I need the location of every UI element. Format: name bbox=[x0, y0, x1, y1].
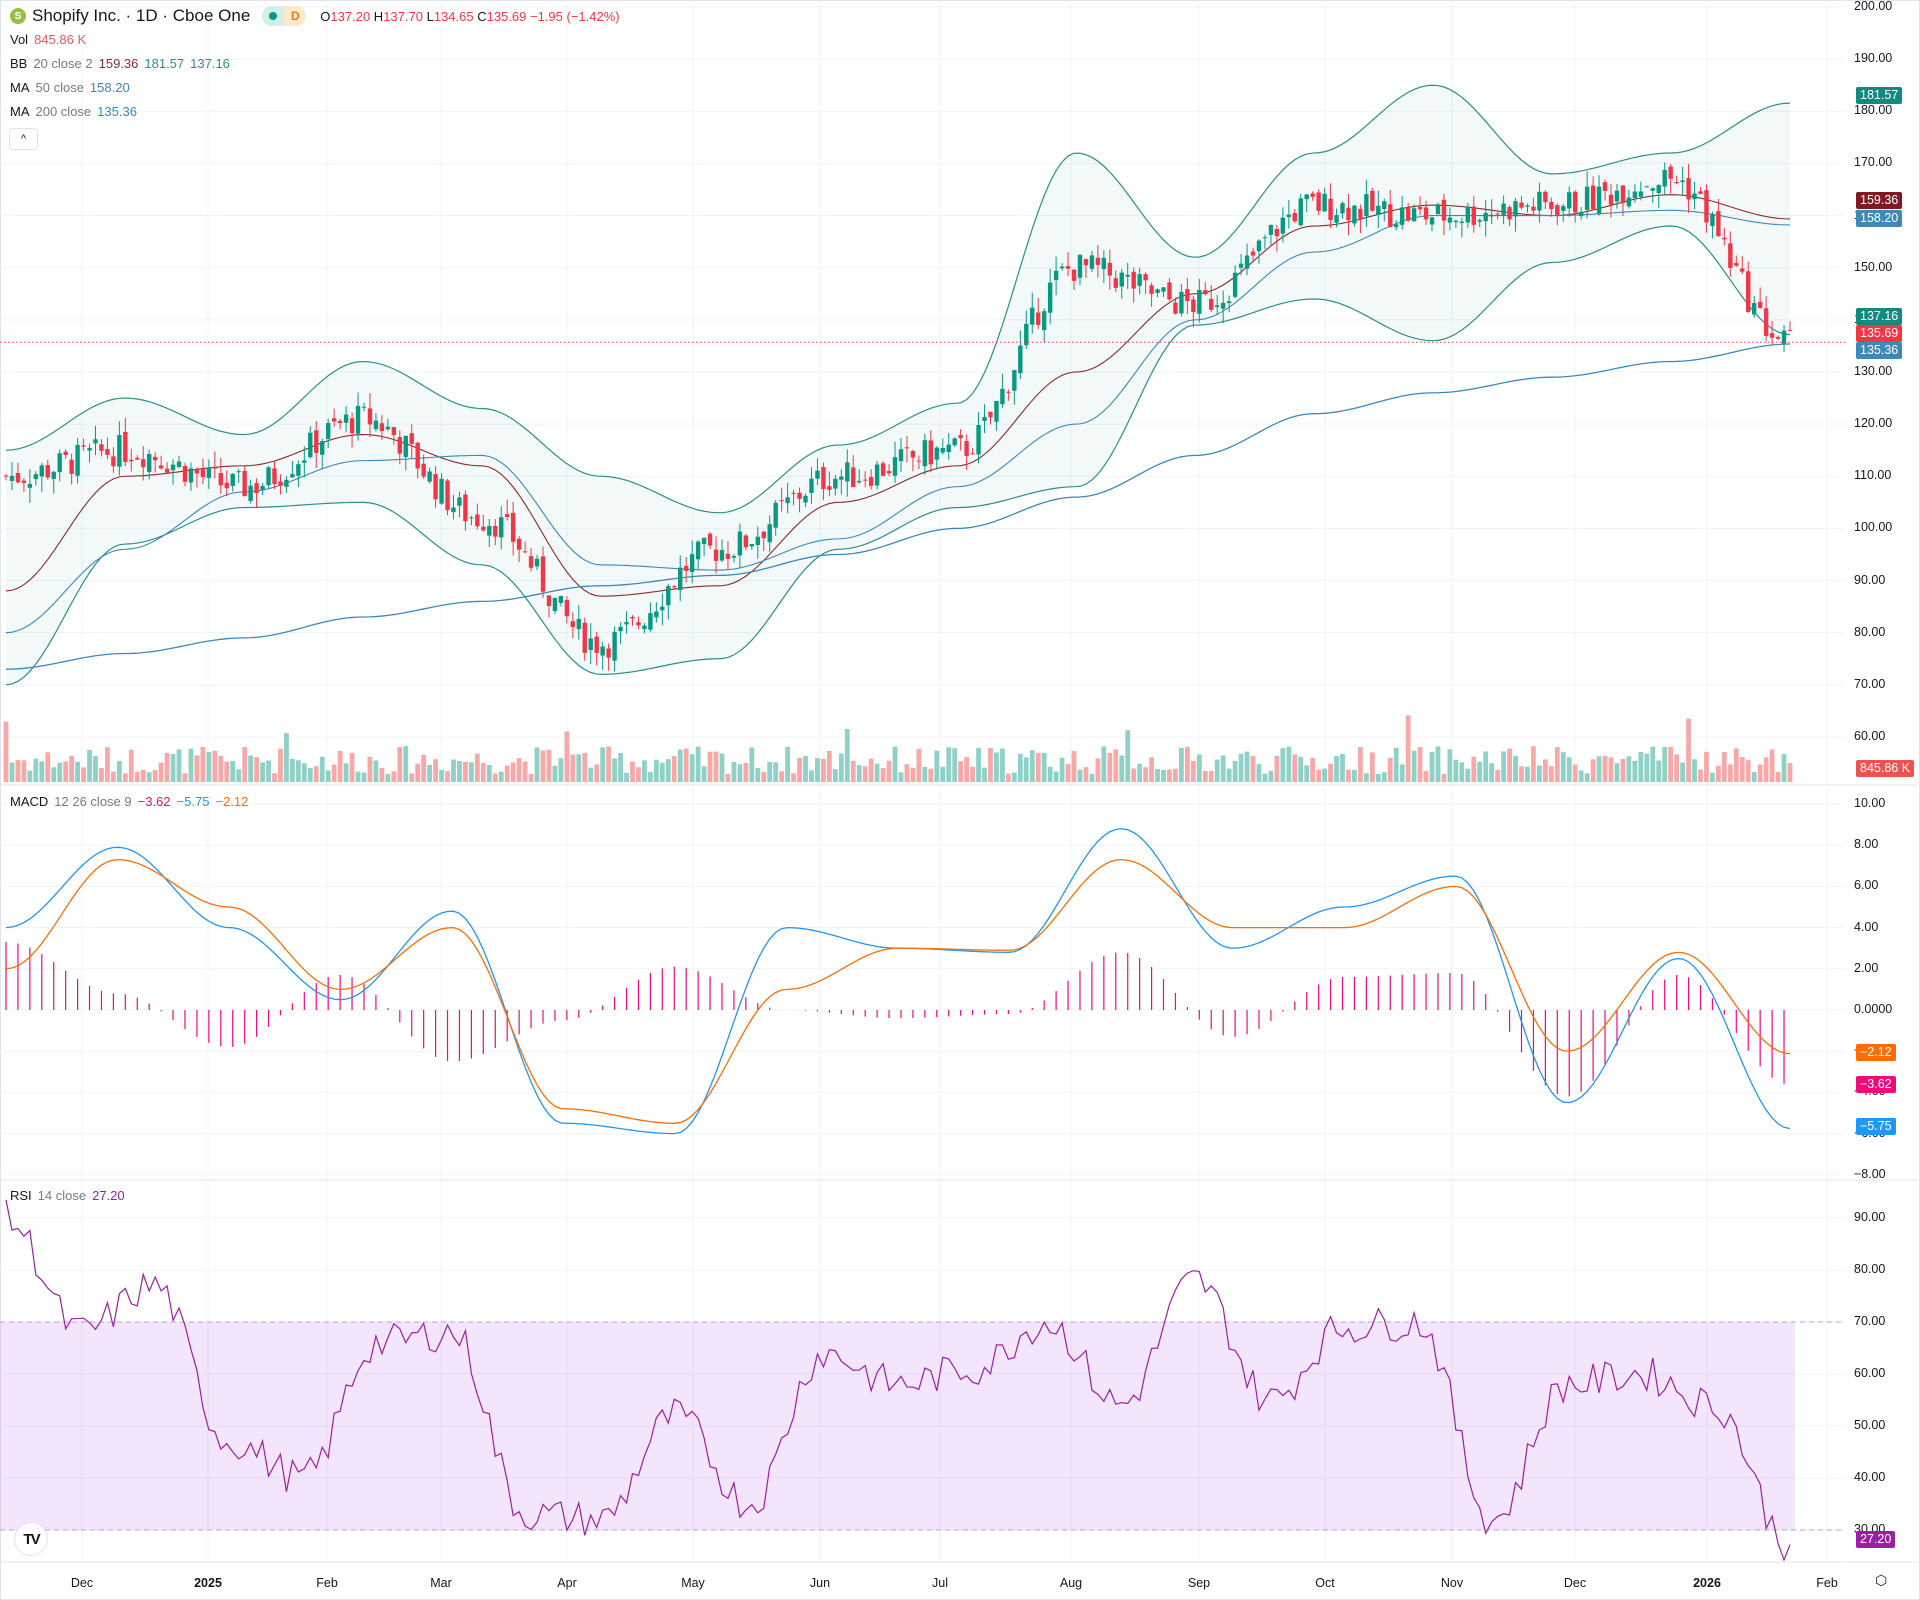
rsi-legend[interactable]: RSI 14 close 27.20 bbox=[10, 1188, 125, 1203]
volume-value: 845.86 K bbox=[34, 32, 87, 47]
time-axis-label: Oct bbox=[1315, 1576, 1335, 1590]
change-value: −1.95 (−1.42%) bbox=[529, 8, 620, 24]
price-axis-tick: 130.00 bbox=[1854, 363, 1893, 378]
price-tag: 181.57 bbox=[1856, 87, 1903, 104]
price-axis-tick: 180.00 bbox=[1854, 103, 1893, 118]
open-value: 137.20 bbox=[330, 8, 371, 24]
time-axis-label: Aug bbox=[1059, 1576, 1083, 1590]
low-value: 134.65 bbox=[433, 8, 474, 24]
price-tag: 137.16 bbox=[1856, 308, 1903, 325]
rsi-axis-tick: 70.00 bbox=[1854, 1314, 1886, 1328]
macd-hist-value: −3.62 bbox=[137, 794, 171, 809]
macd-axis-tick: 0.0000 bbox=[1854, 1002, 1893, 1016]
rsi-axis-tick: 60.00 bbox=[1854, 1366, 1886, 1380]
symbol-title[interactable]: Shopify Inc. · 1D · Cboe One bbox=[32, 6, 251, 25]
macd-axis-tick: 4.00 bbox=[1854, 919, 1879, 934]
bb-legend[interactable]: BB 20 close 2 159.36 181.57 137.16 bbox=[10, 56, 230, 71]
ma50-value: 158.20 bbox=[89, 80, 130, 95]
price-axis-tick: 60.00 bbox=[1854, 728, 1886, 743]
macd-axis-tick: −8.00 bbox=[1854, 1166, 1886, 1181]
price-axis-tick: 70.00 bbox=[1854, 676, 1886, 691]
ma50-legend[interactable]: MA 50 close 158.20 bbox=[10, 80, 130, 95]
rsi-axis-tick: 50.00 bbox=[1854, 1418, 1886, 1432]
macd-axis-tick: 6.00 bbox=[1854, 878, 1879, 893]
rsi-tag: 27.20 bbox=[1856, 1531, 1896, 1548]
time-axis-label: May bbox=[681, 1576, 705, 1590]
time-axis-label: Apr bbox=[557, 1576, 577, 1590]
shopify-logo-icon: S bbox=[10, 8, 26, 24]
chevron-up-icon: ^ bbox=[20, 133, 27, 145]
time-axis-label: Dec bbox=[70, 1576, 94, 1590]
bb-basis-value: 159.36 bbox=[98, 56, 139, 71]
volume-legend[interactable]: Vol 845.86 K bbox=[10, 32, 87, 47]
price-tag: 159.36 bbox=[1856, 192, 1903, 209]
price-axis-tick: 100.00 bbox=[1854, 520, 1893, 535]
macd-tag: −2.12 bbox=[1856, 1044, 1896, 1061]
macd-axis-tick: 2.00 bbox=[1854, 960, 1879, 975]
settings-gear-icon[interactable]: ⬡ bbox=[1875, 1572, 1888, 1588]
time-axis-label: Nov bbox=[1440, 1576, 1464, 1590]
time-axis-label: Dec bbox=[1563, 1576, 1587, 1590]
macd-signal-value: −2.12 bbox=[215, 794, 249, 809]
macd-tag: −3.62 bbox=[1856, 1076, 1896, 1093]
price-tag: 135.36 bbox=[1856, 342, 1903, 359]
close-value: 135.69 bbox=[486, 8, 527, 24]
time-axis-label: Jul bbox=[932, 1576, 948, 1590]
price-axis-tick: 200.00 bbox=[1854, 0, 1893, 13]
ma200-legend[interactable]: MA 200 close 135.36 bbox=[10, 104, 137, 119]
macd-tag: −5.75 bbox=[1856, 1118, 1896, 1135]
price-axis-tick: 120.00 bbox=[1854, 416, 1893, 431]
macd-legend[interactable]: MACD 12 26 close 9 −3.62 −5.75 −2.12 bbox=[10, 794, 249, 809]
macd-line-value: −5.75 bbox=[176, 794, 210, 809]
price-axis-tick: 170.00 bbox=[1854, 155, 1893, 170]
time-axis-label: Sep bbox=[1187, 1576, 1211, 1590]
time-axis-label: Jun bbox=[809, 1576, 831, 1590]
market-status-pill[interactable]: D bbox=[262, 6, 307, 26]
time-axis-label: Feb bbox=[1816, 1576, 1838, 1590]
time-axis-label: Feb bbox=[316, 1576, 338, 1590]
ma200-value: 135.36 bbox=[97, 104, 137, 119]
macd-axis-tick: 10.00 bbox=[1854, 796, 1886, 810]
price-axis-tick: 80.00 bbox=[1854, 624, 1886, 639]
price-axis-tick: 150.00 bbox=[1854, 259, 1893, 274]
price-tag: 158.20 bbox=[1856, 210, 1903, 227]
rsi-value: 27.20 bbox=[92, 1188, 125, 1203]
price-axis-tick: 190.00 bbox=[1854, 51, 1893, 66]
time-axis-label: 2026 bbox=[1693, 1576, 1721, 1590]
bb-lower-value: 137.16 bbox=[190, 56, 230, 71]
tradingview-logo-icon[interactable]: TV bbox=[14, 1522, 48, 1556]
collapse-legend-button[interactable]: ^ bbox=[9, 128, 38, 150]
high-value: 137.70 bbox=[383, 8, 423, 24]
rsi-axis-tick: 90.00 bbox=[1854, 1210, 1886, 1224]
ohlc-values: O137.20 H137.70 L134.65 C135.69 −1.95 (−… bbox=[320, 8, 620, 24]
price-tag: 135.69 bbox=[1856, 325, 1903, 342]
time-axis-label: 2025 bbox=[194, 1576, 222, 1590]
rsi-axis-tick: 40.00 bbox=[1854, 1470, 1886, 1484]
price-axis-tick: 110.00 bbox=[1854, 468, 1892, 483]
rsi-axis-tick: 80.00 bbox=[1854, 1262, 1886, 1276]
symbol-legend[interactable]: S Shopify Inc. · 1D · Cboe One D O137.20… bbox=[10, 6, 620, 26]
macd-axis-tick: 8.00 bbox=[1854, 837, 1879, 852]
time-axis-label: Mar bbox=[430, 1576, 452, 1590]
price-axis-tick: 90.00 bbox=[1854, 572, 1886, 587]
price-tag: 845.86 K bbox=[1856, 760, 1915, 777]
bb-upper-value: 181.57 bbox=[144, 56, 185, 71]
market-open-dot-icon bbox=[262, 6, 285, 26]
interval-badge: D bbox=[284, 6, 307, 26]
